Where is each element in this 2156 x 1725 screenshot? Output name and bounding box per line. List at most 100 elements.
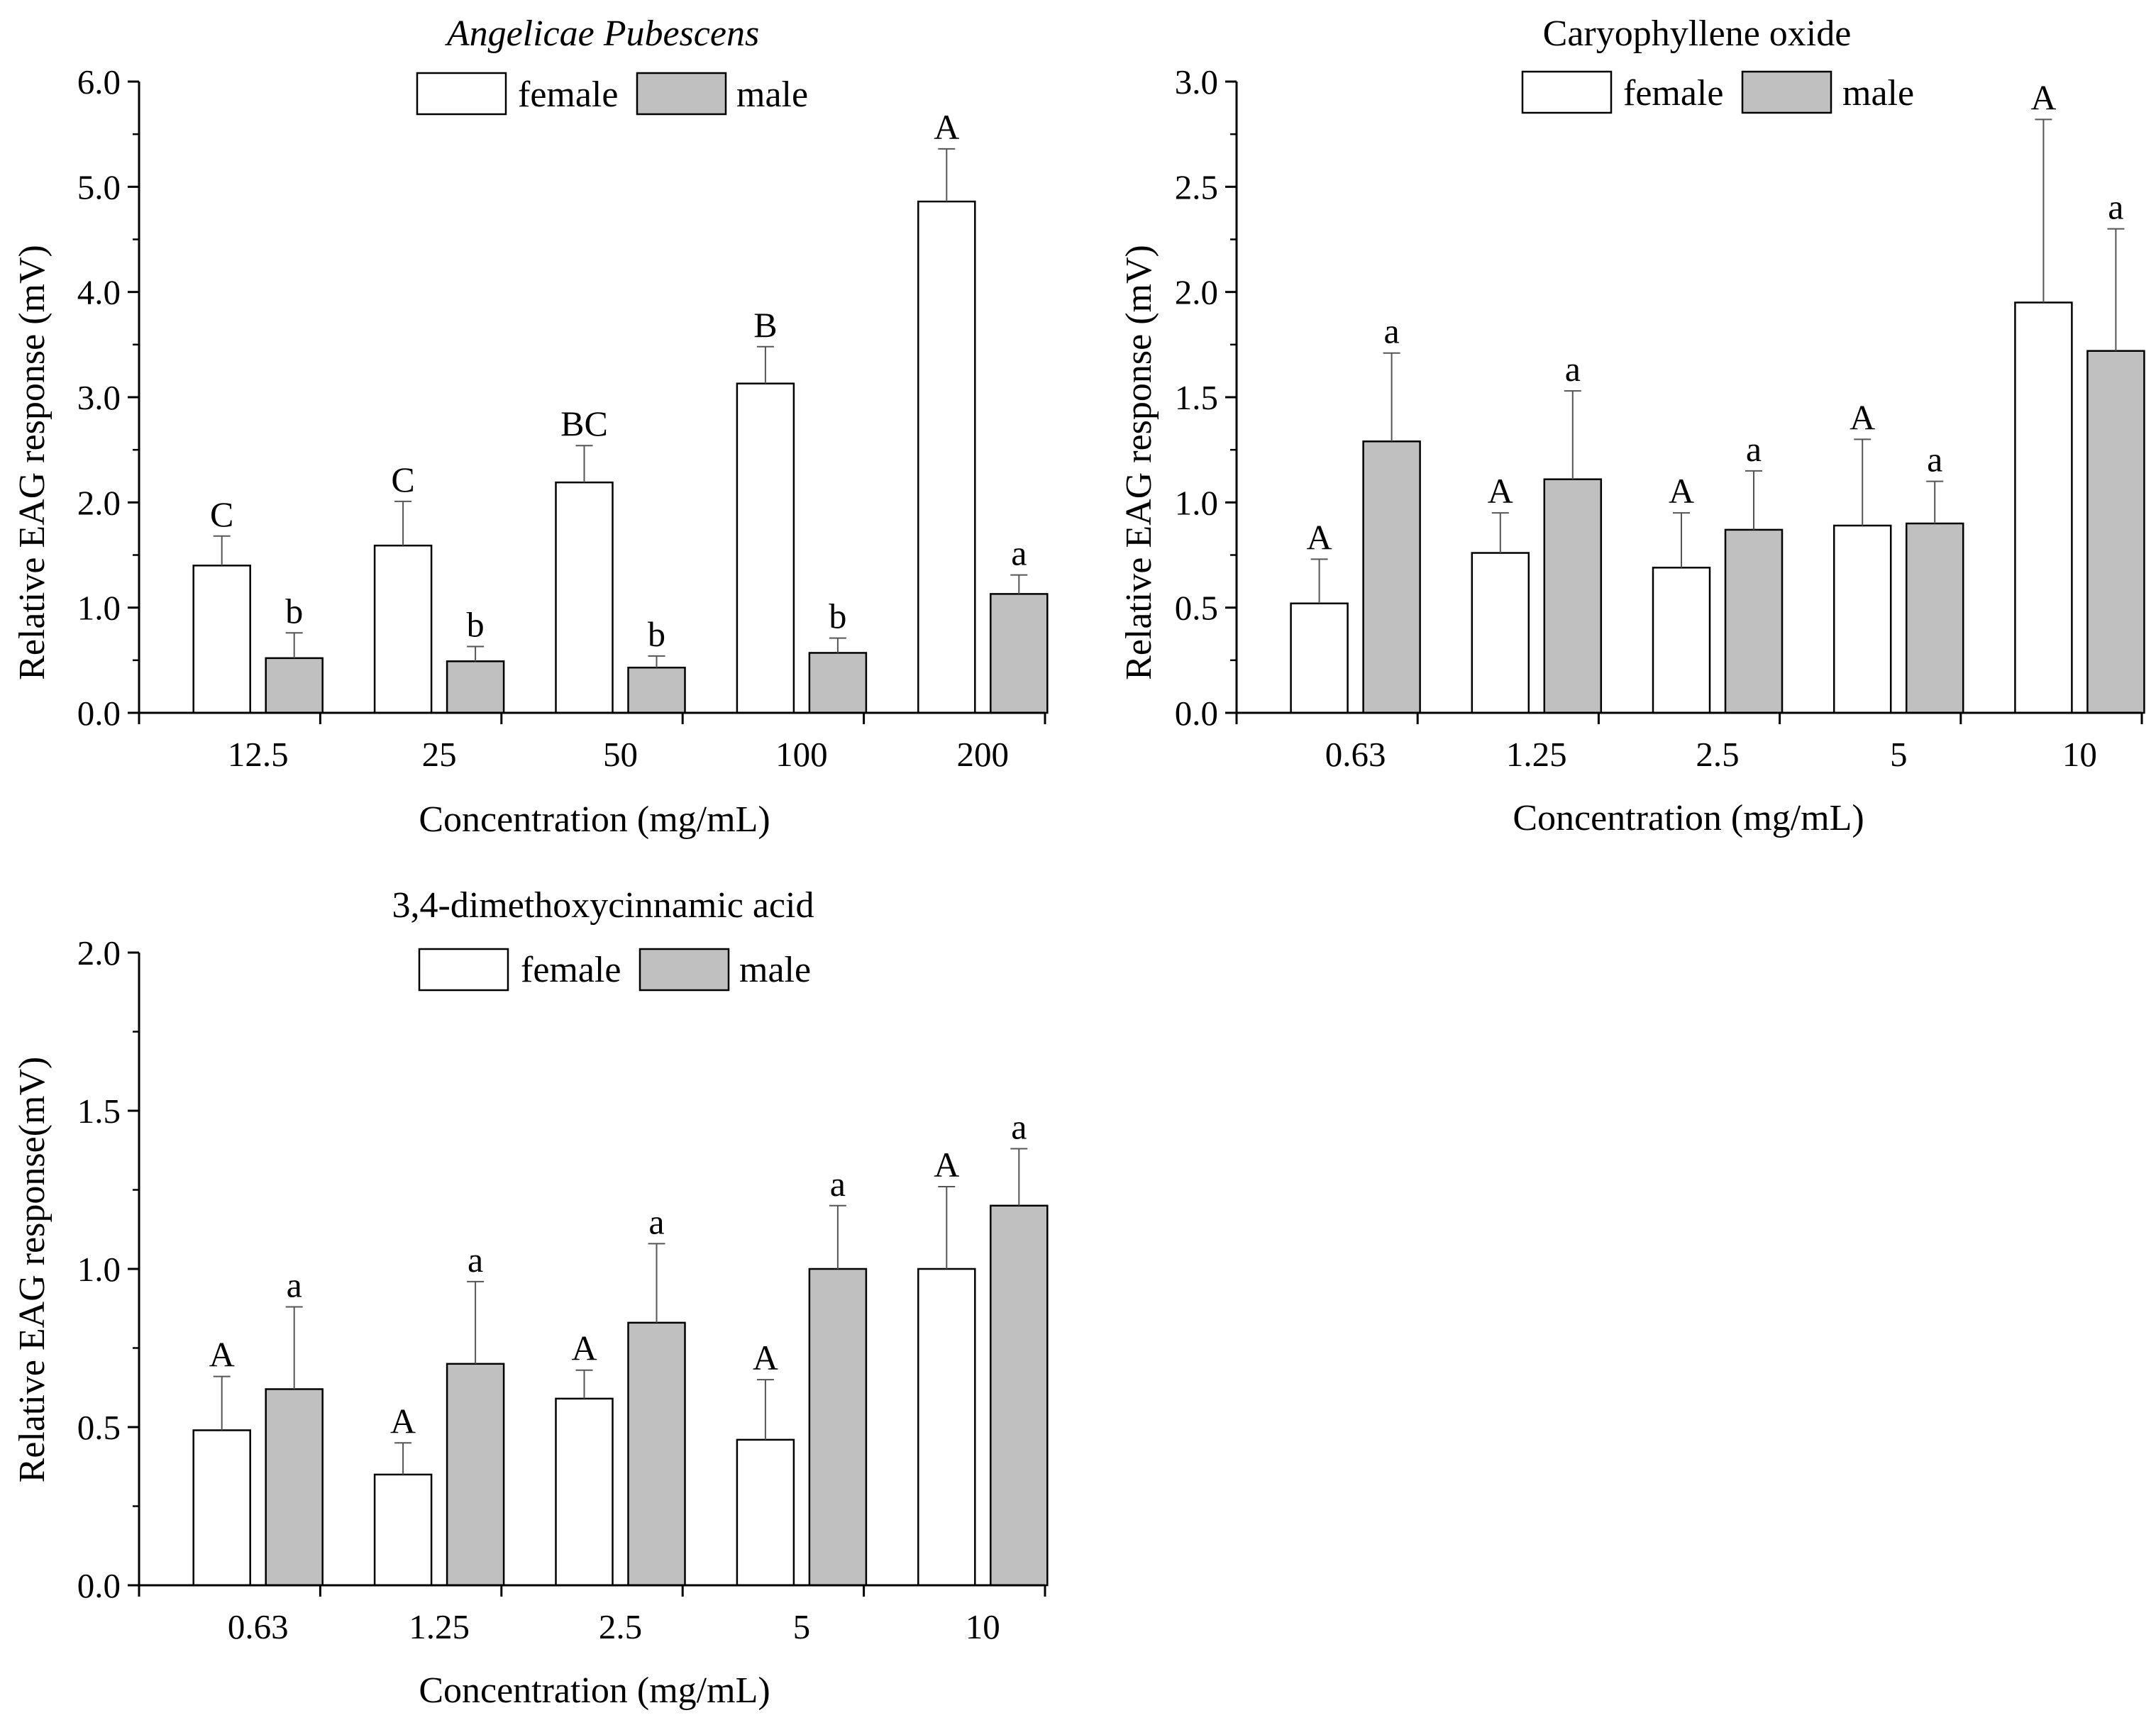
significance-letter-female-10: A	[2030, 77, 2056, 117]
y-tick-label: 2.0	[1175, 273, 1218, 312]
y-tick-label: 0.0	[77, 1566, 121, 1605]
x-tick-label: 1.25	[409, 1607, 470, 1646]
y-tick-label: 3.0	[1175, 62, 1218, 101]
chart-panel-caryophyllene-oxide: Caryophyllene oxide female male AaAaAaAa…	[1119, 13, 2145, 838]
significance-letter-female-12.5: C	[210, 494, 233, 534]
bar-male-2.5	[627, 1321, 686, 1587]
bar-male-5	[808, 1268, 868, 1587]
y-axis-label: Relative EAG response (mV)	[12, 245, 52, 680]
legend-label-male: male	[736, 74, 808, 115]
y-tick-label: 0.0	[1175, 694, 1218, 733]
significance-letter-female-0.63: A	[209, 1335, 235, 1375]
bars-group: Cb Cb BC b Bb Aa	[192, 107, 1049, 714]
y-tick-label: 6.0	[77, 62, 121, 101]
x-tick-label: 25	[422, 735, 457, 774]
bar-male-0.63	[265, 1388, 324, 1587]
legend-swatch-female	[418, 948, 509, 992]
x-tick-label: 5	[1890, 735, 1908, 774]
axes: 12.5 25 50 100 200 0.0 1.0 2.0 3.0 4.0 5.0 6.0	[77, 62, 1046, 774]
bars-group: Aa Aa Aa Aa Aa	[192, 1107, 1049, 1587]
significance-letter-male-2.5: a	[648, 1202, 664, 1241]
significance-letter-female-25: C	[391, 460, 414, 499]
bar-female-25	[373, 544, 433, 714]
bar-female-5	[1832, 524, 1892, 714]
y-tick-label: 4.0	[77, 273, 121, 312]
x-axis-label: Concentration (mg/mL)	[419, 799, 770, 840]
legend-label-female: female	[1623, 73, 1723, 113]
bar-male-1.25	[1543, 478, 1603, 714]
legend-label-female: female	[521, 950, 621, 990]
significance-letter-female-100: B	[753, 305, 777, 345]
x-tick-label: 5	[793, 1607, 811, 1646]
x-axis-label: Concentration (mg/mL)	[1513, 798, 1864, 838]
bar-female-2.5	[1652, 567, 1711, 714]
legend: female male	[416, 72, 808, 116]
y-tick-label: 0.5	[1175, 589, 1218, 628]
x-tick-label: 10	[966, 1607, 1000, 1646]
bar-female-10	[2014, 301, 2073, 714]
x-tick-label: 1.25	[1506, 735, 1567, 774]
bar-male-200	[990, 593, 1049, 714]
bar-male-1.25	[446, 1363, 505, 1587]
x-tick-label: 12.5	[228, 735, 289, 774]
significance-letter-female-50: BC	[560, 404, 608, 443]
bar-female-1.25	[373, 1473, 433, 1587]
x-tick-label: 2.5	[1696, 735, 1739, 774]
y-tick-label: 5.0	[77, 167, 121, 206]
y-tick-label: 3.0	[77, 378, 121, 417]
x-axis-label: Concentration (mg/mL)	[419, 1670, 770, 1711]
bar-male-100	[808, 652, 868, 714]
bar-male-5	[1905, 522, 1964, 714]
bar-female-1.25	[1471, 552, 1530, 714]
significance-letter-female-5: A	[753, 1338, 778, 1377]
x-tick-label: 50	[603, 735, 638, 774]
bar-male-50	[627, 666, 686, 714]
significance-letter-male-1.25: a	[468, 1240, 483, 1280]
bar-female-2.5	[555, 1397, 614, 1587]
bar-female-200	[917, 200, 976, 714]
y-tick-label: 0.0	[77, 694, 121, 733]
legend-swatch-male	[638, 948, 730, 992]
y-tick-label: 1.5	[77, 1092, 121, 1131]
chart-title: Angelicae Pubescens	[445, 13, 759, 54]
significance-letter-female-2.5: A	[1669, 471, 1694, 511]
y-tick-label: 0.5	[77, 1408, 121, 1447]
legend-swatch-male	[1741, 70, 1832, 114]
significance-letter-male-5: a	[1927, 440, 1942, 479]
legend: female male	[1521, 70, 1914, 114]
legend-label-male: male	[1842, 73, 1914, 113]
significance-letter-female-0.63: A	[1307, 517, 1332, 557]
significance-letter-female-1.25: A	[1488, 471, 1513, 511]
bar-male-10	[2086, 350, 2145, 714]
legend-swatch-female	[416, 72, 507, 116]
chart-title: 3,4-dimethoxycinnamic acid	[392, 885, 814, 926]
legend: female male	[418, 948, 811, 992]
chart-panel-dimethoxycinnamic-acid: 3,4-dimethoxycinnamic acid female male A…	[12, 885, 1049, 1711]
bar-male-0.63	[1362, 440, 1421, 714]
y-axis-label: Relative EAG response(mV)	[12, 1057, 52, 1483]
axes: 0.63 1.25 2.5 5 10 0.0 0.5 1.0 1.5 2.0 2.5 3.0	[1175, 62, 2143, 774]
legend-swatch-female	[1521, 70, 1613, 114]
significance-letter-male-12.5: b	[285, 591, 303, 631]
significance-letter-female-5: A	[1850, 397, 1875, 437]
y-tick-label: 2.0	[77, 933, 121, 972]
axes: 0.63 1.25 2.5 5 10 0.0 0.5 1.0 1.5 2.0	[77, 933, 1046, 1646]
significance-letter-male-0.63: a	[287, 1265, 302, 1305]
bar-female-12.5	[192, 565, 251, 714]
bars-group: Aa Aa Aa Aa Aa	[1290, 77, 2145, 714]
y-tick-label: 1.0	[77, 589, 121, 628]
significance-letter-male-10: a	[2108, 187, 2123, 227]
significance-letter-female-1.25: A	[390, 1401, 416, 1441]
significance-letter-male-2.5: a	[1746, 429, 1762, 469]
y-tick-label: 1.0	[1175, 483, 1218, 522]
significance-letter-male-10: a	[1011, 1107, 1027, 1147]
bar-female-0.63	[192, 1429, 251, 1587]
chart-title: Caryophyllene oxide	[1543, 13, 1852, 54]
bar-female-10	[917, 1268, 976, 1587]
x-tick-label: 10	[2062, 735, 2097, 774]
y-tick-label: 2.0	[77, 483, 121, 522]
x-tick-label: 100	[775, 735, 828, 774]
significance-letter-male-5: a	[830, 1164, 846, 1204]
bar-female-50	[555, 481, 614, 714]
